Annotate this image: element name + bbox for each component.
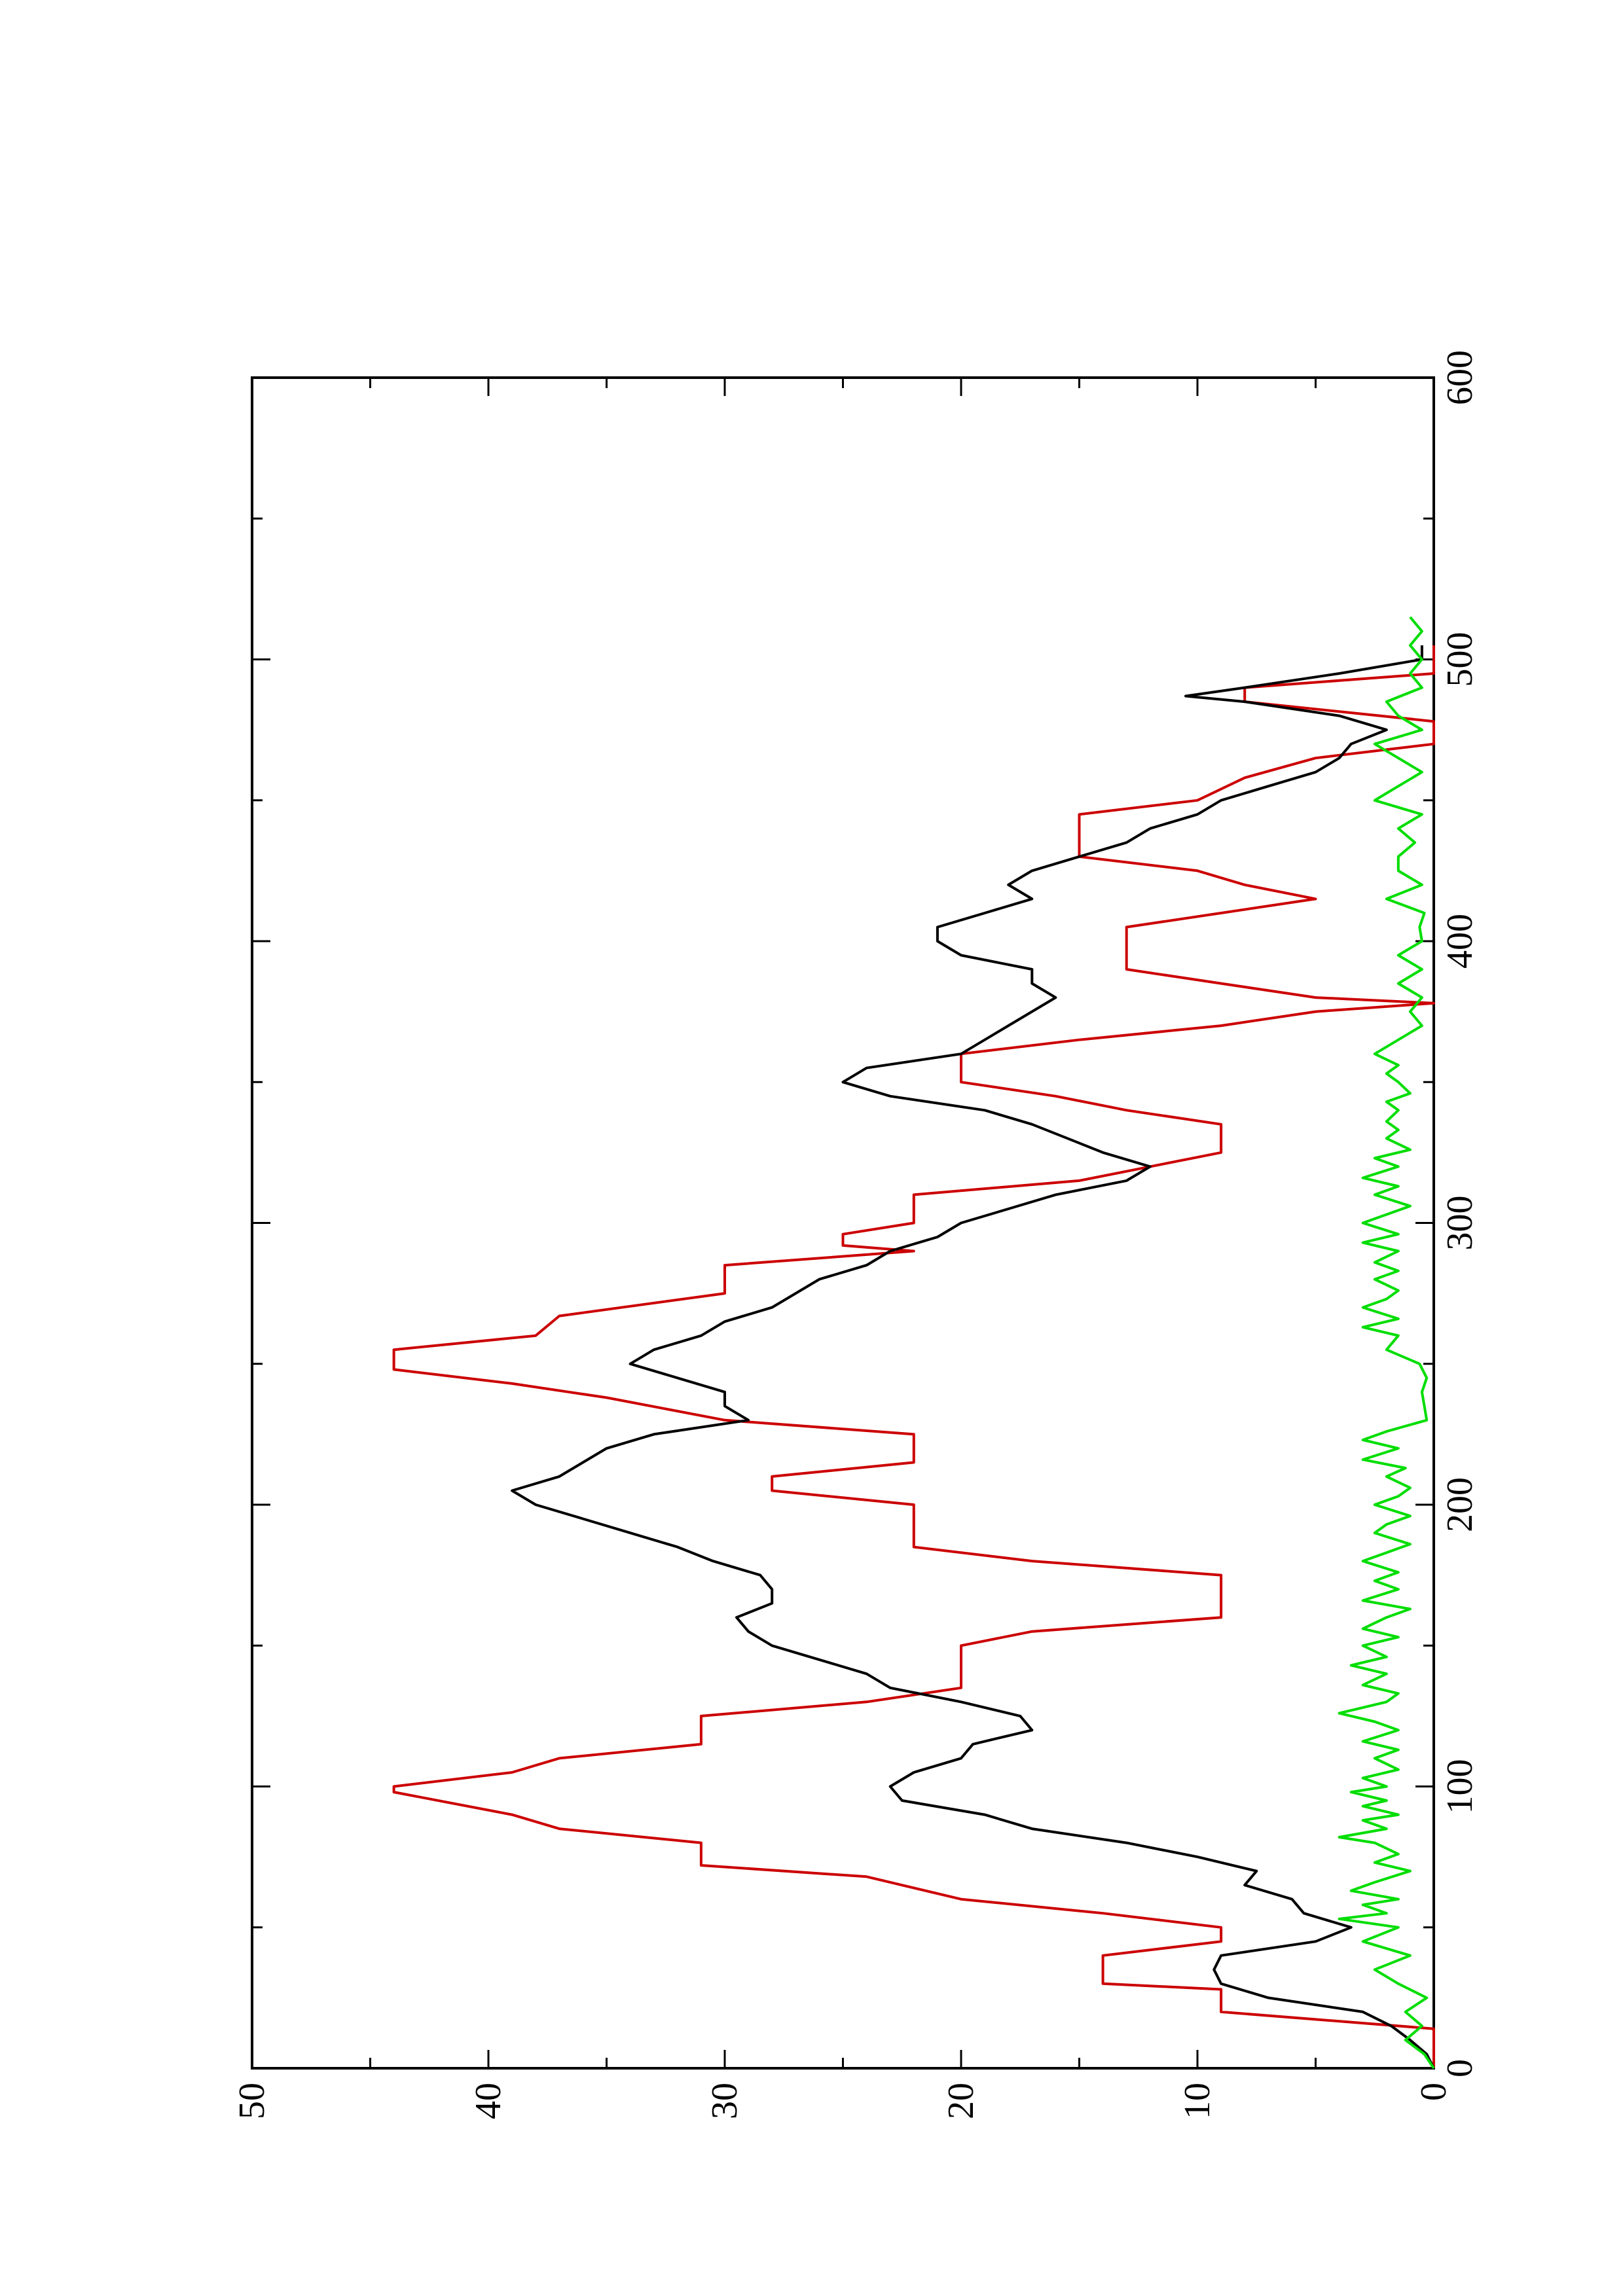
x-tick-label: 100 (1440, 1759, 1480, 1814)
x-tick-label: 500 (1440, 632, 1480, 687)
y-tick-label: 50 (232, 2083, 272, 2119)
x-tick-label: 600 (1440, 350, 1480, 405)
plot-frame (251, 376, 1435, 2070)
series-line-3 (1338, 616, 1435, 2070)
x-tick-label: 400 (1440, 914, 1480, 969)
plot-area: 0 100 200 300 400 500 600 0 10 20 30 40 50 (232, 350, 1480, 2119)
y-tick-label: 10 (1177, 2083, 1218, 2119)
y-tick-label: 30 (704, 2083, 745, 2119)
x-tick-label: 200 (1440, 1477, 1480, 1532)
y-tick-label: 40 (468, 2083, 509, 2119)
x-tick-label: 300 (1440, 1196, 1480, 1251)
y-tick-label: 20 (941, 2083, 981, 2119)
x-tick-label: 0 (1440, 2059, 1480, 2077)
series-line-1 (392, 645, 1435, 2068)
y-tick-label: 0 (1413, 2083, 1454, 2101)
series-line-2 (511, 645, 1435, 2069)
